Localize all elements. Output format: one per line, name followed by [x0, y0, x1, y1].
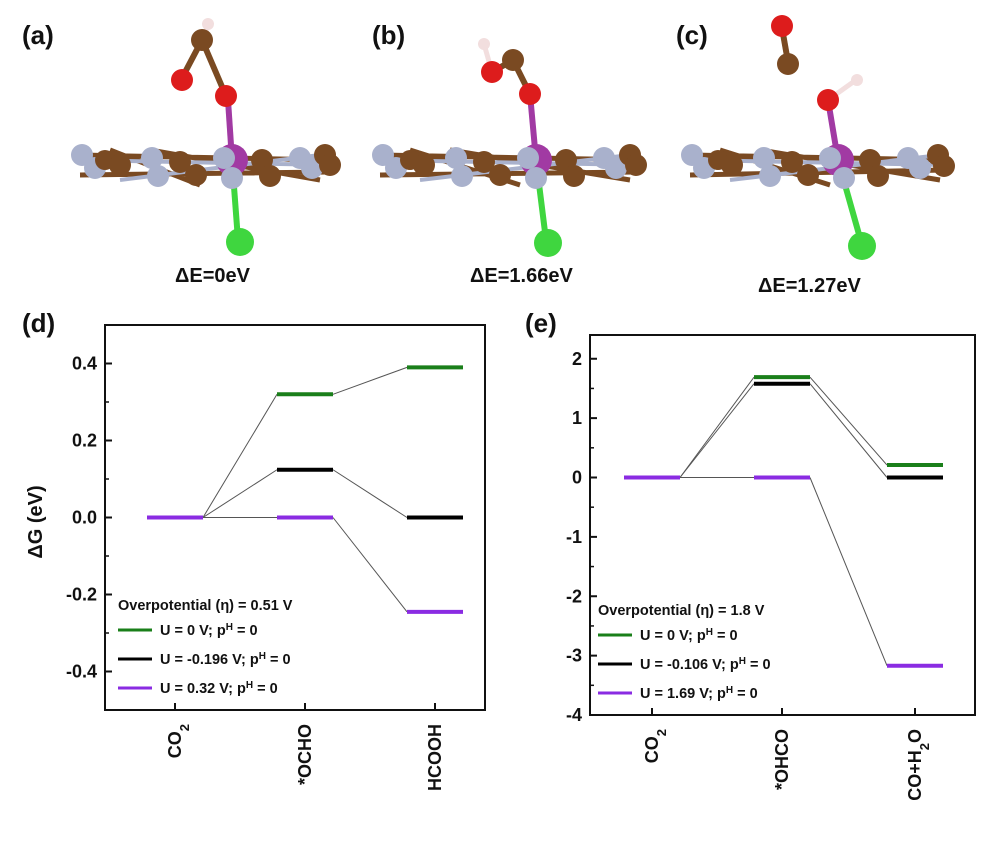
chart-d-ytick-label: 0.0 — [72, 508, 97, 528]
panel-c-energy: ΔE=1.27eV — [758, 275, 861, 297]
chart-d-connector-series-1 — [332, 469, 408, 518]
chart-e-connector-series-0 — [679, 376, 755, 478]
chart-e-connector-series-0 — [809, 376, 888, 466]
panel-a-label: (a) — [22, 20, 54, 50]
chart-e-ytick-label: 1 — [572, 408, 582, 428]
chart-e-legend-entry-0: U = 0 V; pH = 0 — [640, 627, 738, 645]
chart-e-ytick-label: 2 — [572, 349, 582, 369]
panel-b-energy: ΔE=1.66eV — [470, 265, 573, 287]
chart-d-ylabel: ΔG (eV) — [25, 485, 47, 558]
chart-d-connector-series-0 — [332, 366, 408, 395]
chart-e-legend-title: Overpotential (η) = 1.8 V — [598, 603, 765, 619]
panel-e-label: (e) — [525, 308, 557, 338]
chart-d: 0.4 0.2 0.0 -0.2 -0.4 CO2 *OCHO HCOOH Overpotent… — [66, 324, 486, 791]
chart-d-category-label: HCOOH — [425, 724, 445, 791]
chart-d-category-label: *OCHO — [295, 724, 315, 785]
molecule-b — [372, 38, 647, 257]
chart-d-connector-series-2 — [332, 517, 408, 613]
chart-d-ytick-label: -0.4 — [66, 662, 97, 682]
chart-e-legend-entry-1: U = -0.106 V; pH = 0 — [640, 656, 771, 674]
molecule-a — [71, 18, 341, 256]
panel-a-energy: ΔE=0eV — [175, 265, 251, 287]
chart-d-category-label: CO2 — [165, 724, 192, 758]
chart-d-legend-entry-2: U = 0.32 V; pH = 0 — [160, 680, 278, 698]
panel-d-label: (d) — [22, 308, 55, 338]
chart-d-ytick-label: 0.2 — [72, 431, 97, 451]
chart-d-connector-series-0 — [202, 394, 278, 518]
chart-d-ytick-label: -0.2 — [66, 585, 97, 605]
molecule-c — [681, 15, 955, 260]
chart-e-connector-series-2 — [809, 477, 888, 666]
chart-d-legend-title: Overpotential (η) = 0.51 V — [118, 598, 293, 614]
chart-e-ytick-label: -4 — [566, 705, 582, 725]
chart-e: 2 1 0 -1 -2 -3 -4 CO2 *OHCO CO+H2O Overpotential (… — [566, 334, 976, 801]
chart-d-legend-entry-0: U = 0 V; pH = 0 — [160, 622, 258, 640]
chart-e-ytick-label: -3 — [566, 646, 582, 666]
chart-e-category-label: CO+H2O — [905, 729, 932, 801]
panel-c-label: (c) — [676, 20, 708, 50]
chart-d-legend: Overpotential (η) = 0.51 V U = 0 V; pH = … — [118, 598, 293, 697]
chart-e-ytick-label: -2 — [566, 586, 582, 606]
panel-b-label: (b) — [372, 20, 405, 50]
chart-e-connector-series-1 — [809, 383, 888, 478]
chart-e-category-label: *OHCO — [772, 729, 792, 790]
chart-d-legend-entry-1: U = -0.196 V; pH = 0 — [160, 651, 291, 669]
chart-e-ytick-label: 0 — [572, 468, 582, 488]
chart-e-legend: Overpotential (η) = 1.8 V U = 0 V; pH = 0… — [598, 603, 771, 702]
chart-d-ytick-label: 0.4 — [72, 354, 97, 374]
chart-d-connector-series-1 — [202, 469, 278, 518]
chart-e-ytick-label: -1 — [566, 527, 582, 547]
chart-e-legend-entry-2: U = 1.69 V; pH = 0 — [640, 685, 758, 703]
chart-e-category-label: CO2 — [642, 729, 669, 763]
chart-e-connector-series-1 — [679, 383, 755, 478]
